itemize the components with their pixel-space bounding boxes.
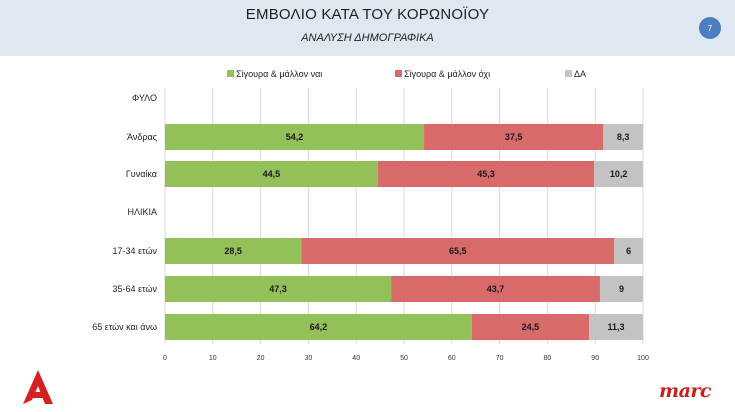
stacked-bar-chart: 0 10 20 30 40 50 60 70 80 90 100 Σίγουρα & μάλλον ν…	[92, 69, 649, 362]
category-label: 65 ετών και άνω	[92, 322, 157, 332]
bar-segment	[599, 276, 643, 302]
data-label: 64,2	[310, 322, 328, 332]
bar-segment	[424, 124, 604, 150]
bar-segment	[614, 238, 643, 264]
bar-segment	[471, 314, 589, 340]
x-tick-label: 70	[496, 355, 504, 362]
bar-segment	[301, 238, 615, 264]
legend-label: Σίγουρα & μάλλον όχι	[404, 69, 490, 79]
data-label: 9	[619, 284, 624, 294]
header-band	[0, 0, 735, 56]
data-label: 44,5	[263, 169, 281, 179]
category-label: ΦΥΛΟ	[132, 93, 157, 103]
category-label: Γυναίκα	[126, 169, 157, 179]
x-tick-label: 50	[400, 355, 408, 362]
data-label: 54,2	[286, 132, 304, 142]
data-label: 65,5	[449, 246, 467, 256]
data-label: 28,5	[224, 246, 242, 256]
legend-label: ΔΑ	[574, 69, 586, 79]
bar-segment	[165, 276, 392, 302]
x-tick-label: 60	[448, 355, 456, 362]
x-tick-label: 80	[544, 355, 552, 362]
page-number-badge: 7	[699, 17, 721, 39]
bar-segment	[594, 161, 643, 187]
data-label: 47,3	[269, 284, 287, 294]
bar-segment	[165, 238, 302, 264]
data-label: 10,2	[610, 169, 628, 179]
category-label: 35-64 ετών	[113, 284, 158, 294]
marc-logo: marc	[659, 380, 712, 402]
data-label: 43,7	[487, 284, 505, 294]
page-subtitle: ΑΝΑΛΥΣΗ ΔΗΜΟΓΡΑΦΙΚΑ	[301, 32, 434, 44]
bar-segment	[165, 161, 378, 187]
legend-swatch	[227, 70, 234, 77]
x-tick-label: 100	[637, 355, 649, 362]
bar-segment	[165, 124, 425, 150]
data-label: 8,3	[617, 132, 630, 142]
bar-segment	[588, 314, 643, 340]
data-label: 11,3	[607, 322, 624, 332]
legend-swatch	[565, 70, 572, 77]
x-tick-label: 0	[163, 355, 167, 362]
x-tick-label: 10	[209, 355, 217, 362]
x-tick-label: 20	[257, 355, 265, 362]
data-label: 24,5	[522, 322, 540, 332]
data-label: 6	[626, 246, 631, 256]
x-tick-label: 40	[352, 355, 360, 362]
page-title: ΕΜΒΟΛΙΟ ΚΑΤΑ ΤΟΥ ΚΟΡΩΝΟΪΟΥ	[245, 6, 490, 23]
x-tick-label: 30	[305, 355, 313, 362]
bar-segment	[391, 276, 600, 302]
category-label: ΗΛΙΚΙΑ	[127, 207, 157, 217]
category-label: Άνδρας	[127, 132, 158, 142]
alpha-logo-icon	[23, 370, 53, 404]
category-label: 17-34 ετών	[113, 246, 158, 256]
bar-segment	[377, 161, 595, 187]
bar-segment	[603, 124, 643, 150]
legend-label: Σίγουρα & μάλλον ναι	[236, 69, 322, 79]
data-label: 37,5	[505, 132, 523, 142]
x-tick-label: 90	[591, 355, 599, 362]
legend-swatch	[395, 70, 402, 77]
data-label: 45,3	[477, 169, 495, 179]
bar-segment	[165, 314, 472, 340]
